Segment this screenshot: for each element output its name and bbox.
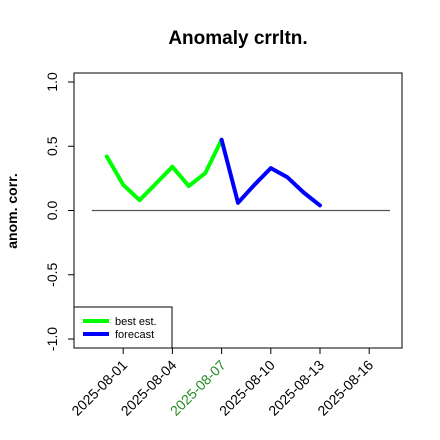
legend-label: best est. — [115, 316, 157, 328]
y-tick-label: -1.0 — [44, 327, 60, 351]
series-line-best-est — [104, 137, 224, 203]
y-tick-label: 1.0 — [44, 72, 60, 92]
y-axis-label: anom. corr. — [4, 173, 20, 248]
legend-label: forecast — [115, 329, 154, 341]
y-tick-label: -0.5 — [44, 262, 60, 286]
legend-box — [73, 306, 173, 349]
series-line-forecast — [219, 137, 322, 208]
y-tick-label: 0.0 — [44, 201, 60, 221]
y-tick-label: 0.5 — [44, 136, 60, 156]
chart-title: Anomaly crrltn. — [168, 28, 307, 49]
